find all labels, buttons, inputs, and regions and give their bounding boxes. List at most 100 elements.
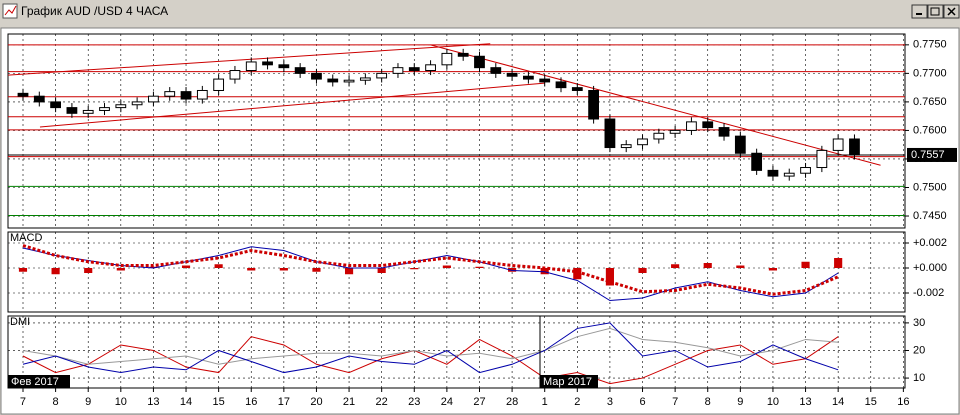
x-tick-label: 8	[705, 396, 711, 408]
candle-body	[99, 107, 110, 111]
histogram-bar	[768, 268, 778, 271]
candle-body	[474, 55, 485, 69]
histogram-bar	[605, 268, 614, 286]
candle-body	[604, 118, 616, 149]
x-tick-label: 2	[574, 396, 580, 408]
candle-body	[571, 87, 583, 91]
histogram-bar	[84, 268, 93, 273]
candle-body	[506, 72, 518, 77]
candle-body	[767, 169, 779, 177]
x-tick-label: 16	[245, 396, 257, 408]
histogram-bar	[508, 268, 517, 272]
x-tick-label: 22	[376, 396, 388, 408]
maximize-button[interactable]	[927, 4, 944, 19]
x-tick-label: 7	[672, 396, 678, 408]
y-tick-label: 0.7750	[913, 39, 947, 51]
candle-body	[180, 91, 192, 100]
histogram-bar	[475, 266, 484, 268]
histogram-bar	[442, 265, 451, 268]
candle-body	[653, 132, 665, 140]
histogram-bar	[51, 268, 60, 275]
month-label: Мар 2017	[540, 375, 598, 388]
chart-area	[0, 27, 960, 415]
histogram-bar	[834, 258, 843, 268]
candle-body	[849, 138, 860, 156]
month-text: Фев 2017	[11, 376, 59, 388]
minimize-button[interactable]	[911, 4, 928, 19]
x-tick-label: 15	[213, 396, 225, 408]
panel-frame	[7, 33, 906, 229]
x-tick-label: 6	[639, 396, 645, 408]
x-tick-label: 9	[737, 396, 743, 408]
histogram-bar	[279, 268, 288, 271]
panel-frame	[7, 231, 906, 313]
series-line	[22, 244, 839, 296]
last-price-box	[907, 147, 957, 162]
candle-body	[425, 64, 436, 72]
x-tick-label: 14	[180, 396, 192, 408]
histogram-bar	[573, 268, 582, 280]
candle-body	[523, 75, 534, 80]
x-tick-label: 15	[865, 396, 877, 408]
y-tick-label: +0.002	[913, 237, 947, 249]
candle-body	[131, 101, 143, 106]
candle-body	[278, 64, 290, 69]
month-label: Фев 2017	[8, 375, 70, 388]
candle-body	[832, 138, 844, 151]
x-tick-label: 10	[115, 396, 127, 408]
candle-body	[686, 121, 697, 131]
series-line	[22, 327, 839, 365]
close-button[interactable]	[943, 4, 960, 19]
candle-body	[637, 138, 648, 146]
x-tick-label: 8	[53, 396, 59, 408]
y-tick-label: 20	[913, 344, 925, 356]
x-tick-label: 1	[542, 396, 548, 408]
histogram-bar	[736, 265, 745, 268]
candle-body	[229, 70, 241, 80]
window-title: График AUD /USD 4 ЧАСА	[21, 4, 168, 18]
y-tick-label: 0.7500	[913, 181, 947, 193]
candle-body	[196, 89, 208, 100]
x-tick-label: 24	[441, 396, 453, 408]
candle-body	[555, 81, 567, 89]
histogram-bar	[181, 265, 191, 268]
y-tick-label: 0.7700	[913, 67, 947, 79]
candle-body	[669, 129, 681, 134]
histogram-bar	[638, 268, 647, 273]
y-tick-label: +0.000	[913, 262, 947, 274]
candle-body	[82, 109, 94, 114]
x-tick-label: 3	[607, 396, 613, 408]
x-tick-label: 23	[408, 396, 420, 408]
candle-body	[539, 78, 551, 83]
candle-body	[441, 52, 453, 66]
histogram-bar	[801, 261, 810, 268]
candle-body	[408, 67, 420, 72]
last-price-label: 0.7557	[911, 149, 945, 161]
candle-body	[751, 152, 763, 171]
candle-body	[33, 95, 45, 103]
candle-body	[343, 79, 355, 83]
candle-body	[783, 172, 795, 177]
x-tick-label: 13	[147, 396, 159, 408]
candle-body	[17, 92, 29, 97]
histogram-bar	[703, 263, 712, 268]
month-text: Мар 2017	[543, 376, 592, 388]
histogram-bar	[214, 264, 223, 268]
x-tick-label: 9	[85, 396, 91, 408]
x-tick-label: 13	[799, 396, 811, 408]
candle-body	[164, 91, 176, 97]
candle-body	[50, 101, 61, 109]
x-tick-label: 27	[473, 396, 485, 408]
panel-title: MACD	[10, 232, 42, 244]
candle-body	[490, 67, 502, 74]
y-tick-label: -0.002	[913, 287, 944, 299]
candle-body	[457, 52, 469, 57]
candle-body	[115, 104, 127, 109]
candle-body	[620, 144, 632, 149]
candle-body	[245, 61, 257, 72]
candle-body	[311, 72, 322, 80]
series-line	[22, 322, 839, 374]
candle-body	[359, 77, 371, 81]
y-tick-label: 10	[913, 372, 925, 384]
